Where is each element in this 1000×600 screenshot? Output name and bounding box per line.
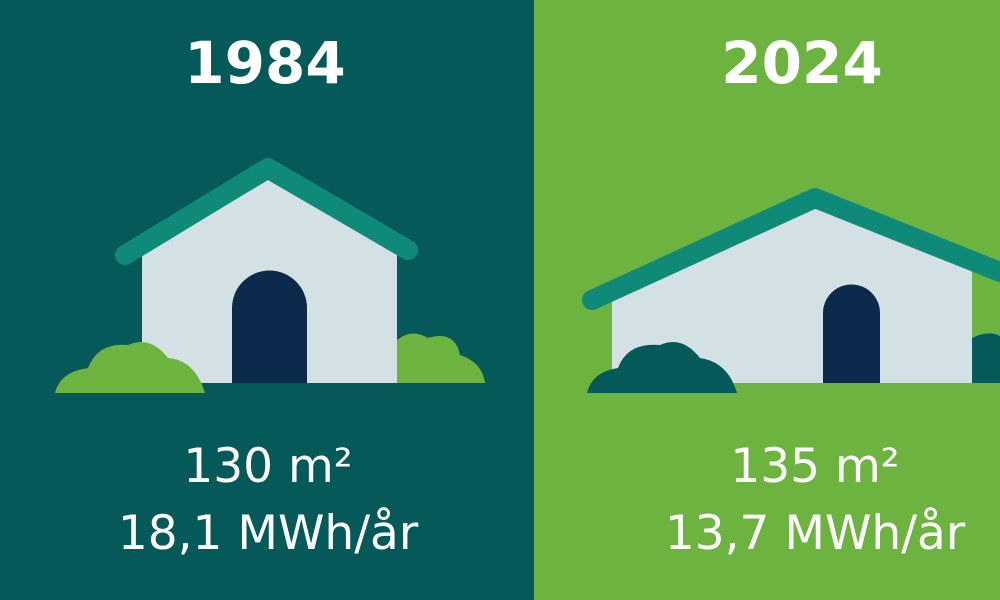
area: 135 m²	[730, 439, 899, 494]
year: 1984	[184, 29, 345, 97]
house-old	[55, 158, 485, 393]
house-roof	[582, 188, 1000, 310]
house-roof	[115, 158, 418, 265]
bush	[55, 341, 205, 393]
year: 2024	[721, 29, 882, 97]
area: 130 m²	[183, 439, 352, 494]
house-door	[232, 270, 307, 383]
bush	[397, 333, 485, 383]
house-wall	[612, 205, 972, 383]
energy: 13,7 MWh/år	[665, 506, 966, 561]
house-door	[823, 284, 880, 383]
house-new	[582, 188, 1000, 393]
bush	[972, 333, 1000, 383]
energy: 18,1 MWh/år	[118, 506, 419, 561]
bush	[587, 341, 737, 393]
